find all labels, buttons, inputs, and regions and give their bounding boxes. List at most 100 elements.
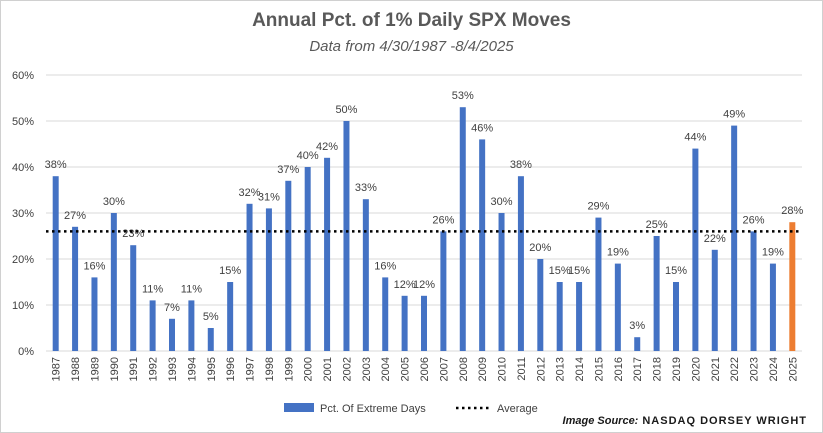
data-label-2001: 42% [316,141,338,153]
bar-2001 [324,157,331,351]
bar-2019 [673,282,679,351]
data-label-2022: 49% [723,109,745,121]
data-label-2017: 3% [629,320,645,332]
bar-2014 [576,282,583,351]
data-label-2004: 16% [374,260,396,272]
bar-1988 [72,226,79,351]
data-label-2002: 50% [335,104,357,116]
data-label-1987: 38% [45,159,67,171]
x-tick-label: 2025 [787,357,799,381]
image-source-label: Image Source: [562,415,639,427]
x-tick-label: 2009 [477,357,489,381]
bar-1990 [110,213,117,351]
chart-subtitle: Data from 4/30/1987 -8/4/2025 [309,38,514,55]
data-label-2024: 19% [762,247,784,259]
data-label-2009: 46% [471,122,493,134]
data-label-1989: 16% [83,260,105,272]
data-label-1990: 30% [103,196,125,208]
y-tick-label: 50% [12,116,34,128]
bar-2011 [517,176,524,351]
x-tick-label: 1989 [89,357,101,381]
data-label-1994: 11% [181,283,202,295]
x-tick-label: 2024 [768,357,780,381]
legend-swatch-bars [284,403,314,412]
bar-2020 [692,148,699,351]
bar-1996 [227,282,234,351]
data-label-2013: 15% [549,265,571,277]
bar-1995 [207,328,214,351]
x-tick-label: 1992 [148,357,160,381]
x-tick-label: 1997 [245,357,257,381]
data-label-2025: 28% [781,205,803,217]
bar-2023 [750,231,757,351]
y-tick-label: 60% [12,70,34,82]
x-tick-label: 2003 [361,357,373,381]
x-tick-label: 1991 [128,357,140,381]
bar-1999 [285,180,292,351]
x-tick-label: 2007 [438,357,450,381]
bar-2024 [769,263,776,351]
image-source-name: NASDAQ DORSEY WRIGHT [642,415,807,427]
bar-2013 [556,282,563,351]
x-tick-label: 2014 [574,357,586,381]
legend-label-average: Average [497,403,538,415]
data-label-2014: 15% [568,265,590,277]
bar-2012 [537,259,544,351]
bar-2009 [479,139,486,351]
data-label-2023: 26% [743,214,765,226]
image-source: Image Source: NASDAQ DORSEY WRIGHT [563,415,807,427]
data-label-1995: 5% [203,311,219,323]
y-tick-label: 30% [12,208,34,220]
bar-2016 [614,263,621,351]
data-label-2011: 38% [510,159,532,171]
x-tick-label: 1999 [283,357,295,381]
bar-1989 [91,277,98,351]
data-label-1988: 27% [64,210,86,222]
bar-2003 [362,199,369,351]
data-label-2016: 19% [607,247,629,259]
x-tick-label: 2020 [690,357,702,381]
data-label-2015: 29% [587,201,609,213]
x-tick-label: 1994 [186,357,198,381]
x-tick-label: 2017 [632,357,644,381]
bar-2021 [711,249,718,351]
data-label-2010: 30% [491,196,513,208]
data-label-2018: 25% [646,219,668,231]
data-label-1992: 11% [142,283,163,295]
bar-2018 [653,236,660,351]
x-tick-label: 2011 [516,357,528,381]
x-tick-label: 2006 [419,357,431,381]
x-tick-label: 1998 [264,357,276,381]
bar-2000 [304,167,311,351]
x-tick-label: 2001 [322,357,334,381]
x-tick-label: 2005 [400,357,412,381]
x-tick-label: 1993 [167,357,179,381]
x-tick-label: 1995 [206,357,218,381]
y-tick-label: 40% [12,162,34,174]
x-tick-label: 2021 [710,357,722,381]
x-tick-label: 2010 [497,357,509,381]
bar-2022 [731,125,738,351]
x-tick-label: 2000 [303,357,315,381]
x-tick-label: 2013 [555,357,567,381]
x-tick-label: 2002 [341,357,353,381]
data-label-2021: 22% [704,233,726,245]
bar-1998 [265,208,272,351]
x-tick-label: 2012 [535,357,547,381]
bar-1997 [246,203,253,351]
data-label-1999: 37% [277,164,299,176]
x-tick-label: 1987 [51,357,63,381]
x-tick-label: 2008 [458,357,470,381]
legend-label-bars: Pct. Of Extreme Days [320,403,426,415]
x-tick-label: 2019 [671,357,683,381]
x-tick-label: 2004 [380,357,392,381]
bar-2015 [595,217,602,351]
x-tick-label: 2022 [729,357,741,381]
bar-2005 [401,295,408,351]
bar-1987 [52,176,59,351]
data-label-2005: 12% [394,279,416,291]
chart-title: Annual Pct. of 1% Daily SPX Moves [252,10,571,31]
y-tick-label: 10% [12,300,34,312]
x-tick-label: 2016 [613,357,625,381]
